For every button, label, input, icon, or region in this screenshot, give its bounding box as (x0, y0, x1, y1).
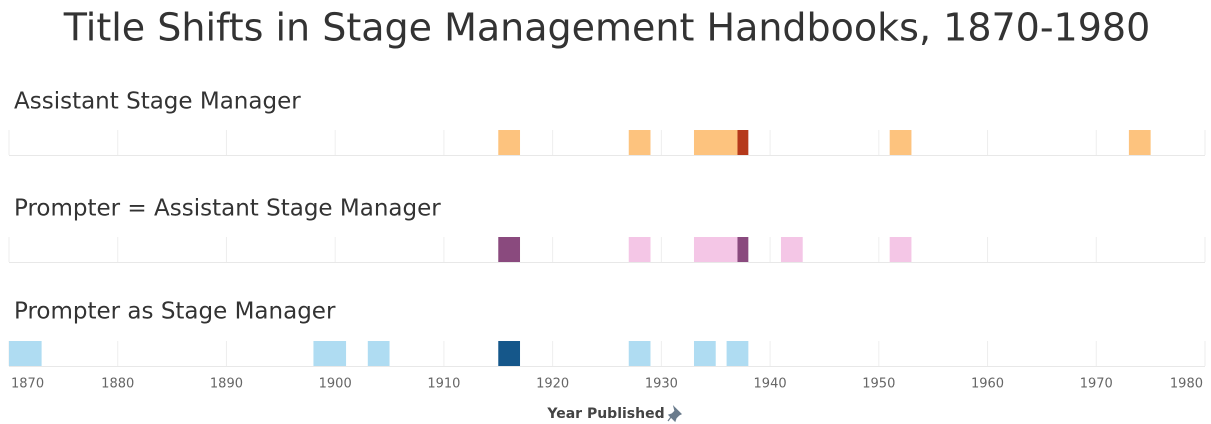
row-title: Prompter = Assistant Stage Manager (14, 196, 441, 222)
bar (628, 237, 651, 262)
bar (737, 130, 749, 155)
bar (367, 341, 390, 366)
bar (498, 130, 521, 155)
bar (498, 341, 521, 366)
bar (313, 341, 347, 366)
chart-title: Title Shifts in Stage Management Handboo… (63, 6, 1151, 50)
pin-icon[interactable] (667, 405, 683, 423)
x-tick-label: 1980 (1170, 377, 1203, 392)
x-tick-label: 1900 (319, 377, 352, 392)
x-tick-label: 1880 (101, 377, 134, 392)
row-title: Assistant Stage Manager (14, 89, 301, 115)
bar (693, 130, 738, 155)
x-tick-label: 1930 (645, 377, 678, 392)
bar (737, 237, 749, 262)
x-tick-label: 1960 (971, 377, 1004, 392)
row-title: Prompter as Stage Manager (14, 299, 336, 325)
pin[interactable] (667, 405, 683, 423)
x-tick-label: 1970 (1080, 377, 1113, 392)
x-tick-label: 1910 (427, 377, 460, 392)
x-tick-label: 1890 (210, 377, 243, 392)
bar (9, 341, 42, 366)
bar (498, 237, 521, 262)
x-tick-label: 1940 (754, 377, 787, 392)
x-tick-label: 1870 (11, 377, 44, 392)
bar (726, 341, 749, 366)
bar (693, 237, 738, 262)
bar (889, 237, 912, 262)
x-axis-label: Year Published (546, 406, 664, 422)
bar (1128, 130, 1151, 155)
bar (693, 341, 716, 366)
bar (780, 237, 803, 262)
x-tick-label: 1920 (536, 377, 569, 392)
x-tick-label: 1950 (862, 377, 895, 392)
bar (628, 341, 651, 366)
bar (628, 130, 651, 155)
bar (889, 130, 912, 155)
